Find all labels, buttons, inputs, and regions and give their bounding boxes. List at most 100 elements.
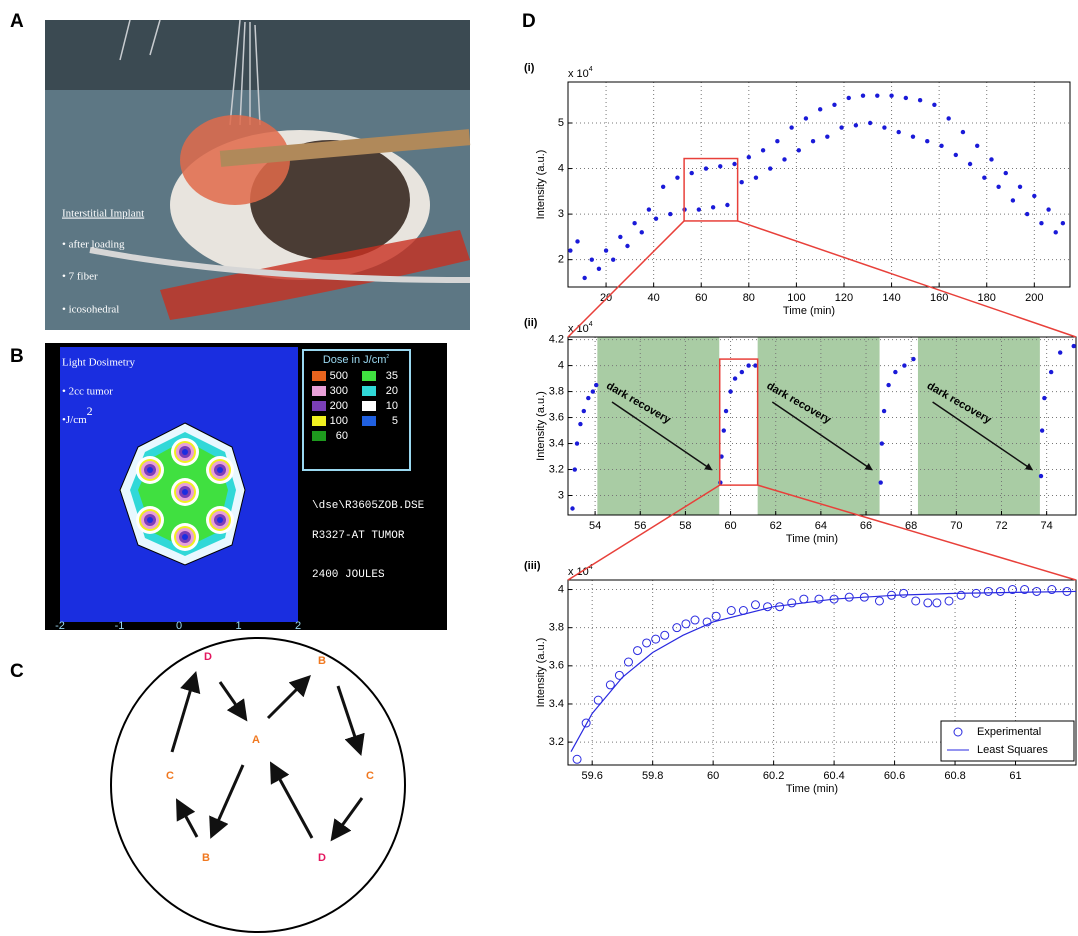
data-point bbox=[590, 257, 594, 261]
data-point bbox=[832, 103, 836, 107]
legend-label: 5 bbox=[392, 415, 398, 427]
data-point bbox=[754, 175, 758, 179]
photo-caption: • icosohedral bbox=[62, 304, 119, 316]
photo-caption: Interstitial Implant bbox=[62, 208, 144, 220]
y-multiplier: x 10 bbox=[568, 68, 589, 80]
x-tick-label: 66 bbox=[860, 520, 872, 532]
hot-spot bbox=[182, 534, 188, 540]
y-tick-label: 3.2 bbox=[549, 463, 564, 475]
x-tick-label: 72 bbox=[995, 520, 1007, 532]
data-point bbox=[1004, 171, 1008, 175]
data-point bbox=[811, 139, 815, 143]
y-tick-label: 3.4 bbox=[549, 698, 564, 710]
data-point bbox=[668, 212, 672, 216]
data-point bbox=[880, 441, 884, 445]
y-tick-label: 2 bbox=[558, 254, 564, 266]
data-point bbox=[582, 276, 586, 280]
data-point bbox=[982, 175, 986, 179]
data-point bbox=[961, 130, 965, 134]
x-tick-label: 60 bbox=[724, 520, 736, 532]
data-point bbox=[618, 235, 622, 239]
data-point bbox=[1054, 230, 1058, 234]
data-point bbox=[582, 409, 586, 413]
y-tick-label: 4 bbox=[558, 162, 564, 174]
data-point bbox=[918, 98, 922, 102]
data-point bbox=[1011, 198, 1015, 202]
data-point bbox=[782, 157, 786, 161]
data-point bbox=[818, 107, 822, 111]
data-point bbox=[761, 148, 765, 152]
node-label: B bbox=[318, 655, 326, 667]
data-point bbox=[632, 221, 636, 225]
y-multiplier-exponent: 4 bbox=[589, 321, 593, 328]
data-point bbox=[718, 164, 722, 168]
data-point bbox=[839, 125, 843, 129]
hot-spot bbox=[147, 517, 153, 523]
data-point bbox=[897, 130, 901, 134]
data-point bbox=[625, 244, 629, 248]
legend-label: Least Squares bbox=[977, 744, 1048, 756]
data-point bbox=[675, 175, 679, 179]
data-point bbox=[640, 230, 644, 234]
data-point bbox=[697, 207, 701, 211]
legend-swatch bbox=[312, 401, 326, 411]
legend-swatch bbox=[312, 386, 326, 396]
y-multiplier: x 10 bbox=[568, 566, 589, 578]
data-point bbox=[597, 267, 601, 271]
x-axis-label: Time (min) bbox=[786, 783, 838, 795]
data-point bbox=[654, 216, 658, 220]
data-point bbox=[775, 139, 779, 143]
x-tick-label: 64 bbox=[815, 520, 827, 532]
data-point bbox=[868, 121, 872, 125]
legend-label: Experimental bbox=[977, 726, 1041, 738]
x-tick-label: 160 bbox=[930, 292, 948, 304]
x-tick-label: 74 bbox=[1041, 520, 1053, 532]
node-label: B bbox=[202, 852, 210, 864]
data-point bbox=[604, 248, 608, 252]
image-text: •J/cm bbox=[62, 414, 87, 426]
data-point bbox=[740, 370, 744, 374]
node-label: D bbox=[318, 852, 326, 864]
shaded-region bbox=[597, 337, 719, 515]
y-axis-label: Intensity (a.u.) bbox=[535, 638, 547, 708]
photo bbox=[45, 20, 470, 330]
x-tick-label: 60.8 bbox=[944, 770, 965, 782]
data-point bbox=[594, 383, 598, 387]
x-tick-label: 59.6 bbox=[581, 770, 602, 782]
x-tick-label: 120 bbox=[835, 292, 853, 304]
chart: 204060801001201401601802002345(i)x 104Ti… bbox=[524, 62, 1070, 317]
node-label: D bbox=[204, 651, 212, 663]
y-tick-label: 3.4 bbox=[549, 437, 564, 449]
data-point bbox=[591, 389, 595, 393]
data-point bbox=[954, 153, 958, 157]
data-point bbox=[739, 180, 743, 184]
data-point bbox=[854, 123, 858, 127]
data-point bbox=[886, 383, 890, 387]
legend-title: Dose in J/cm2 bbox=[323, 354, 390, 366]
data-point bbox=[575, 441, 579, 445]
y-axis-label: Intensity (a.u.) bbox=[535, 391, 547, 461]
y-tick-label: 3.8 bbox=[549, 622, 564, 634]
legend-title: Dose in J/cm bbox=[323, 354, 387, 366]
x-axis-label: Time (min) bbox=[786, 533, 838, 545]
y-tick-label: 3.8 bbox=[549, 385, 564, 397]
legend-label: 300 bbox=[330, 385, 348, 397]
legend-label: 10 bbox=[386, 400, 398, 412]
x-tick-label: 180 bbox=[978, 292, 996, 304]
data-point bbox=[847, 96, 851, 100]
x-tick-label: 61 bbox=[1009, 770, 1021, 782]
data-point bbox=[611, 257, 615, 261]
node-label: C bbox=[166, 770, 174, 782]
legend-label: 200 bbox=[330, 400, 348, 412]
data-point bbox=[939, 144, 943, 148]
data-point bbox=[747, 155, 751, 159]
data-point bbox=[932, 103, 936, 107]
legend-label: 100 bbox=[330, 415, 348, 427]
data-point bbox=[1040, 428, 1044, 432]
x-tick-label: 200 bbox=[1025, 292, 1043, 304]
data-point bbox=[1049, 370, 1053, 374]
data-point bbox=[911, 134, 915, 138]
panel-label: (ii) bbox=[524, 317, 538, 329]
data-point bbox=[1039, 221, 1043, 225]
data-point bbox=[925, 139, 929, 143]
